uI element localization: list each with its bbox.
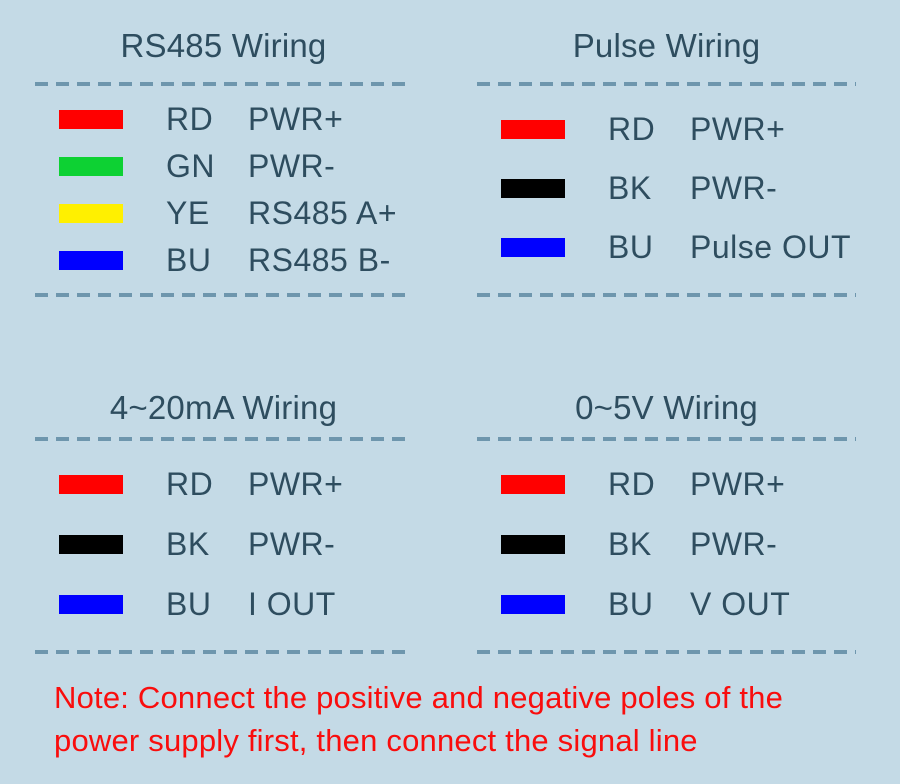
wire-signal-label: I OUT bbox=[248, 586, 336, 622]
wire-row: GN PWR- bbox=[35, 150, 412, 183]
wire-color-swatch-black bbox=[501, 179, 565, 198]
section-title: 0~5V Wiring bbox=[575, 389, 758, 426]
wire-color-swatch-red bbox=[501, 120, 565, 139]
wire-row: BU RS485 B- bbox=[35, 244, 412, 277]
wire-color-swatch-blue bbox=[501, 238, 565, 257]
wire-abbr-label: RD bbox=[608, 466, 656, 502]
dashed-divider-top bbox=[477, 437, 856, 441]
wire-abbr-label: RD bbox=[166, 101, 214, 137]
section-title: Pulse Wiring bbox=[572, 27, 761, 64]
wire-signal-label: RS485 B- bbox=[248, 242, 391, 278]
wiring-section-0-5v-wiring: 0~5V Wiring RD PWR+ BK PWR- BU V OUT bbox=[477, 388, 856, 668]
wire-row: BU V OUT bbox=[477, 588, 856, 621]
wire-abbr-label: BU bbox=[166, 586, 212, 622]
wire-abbr-label: BU bbox=[166, 242, 212, 278]
wire-row: BK PWR- bbox=[477, 528, 856, 561]
wire-signal-label: PWR+ bbox=[248, 101, 344, 137]
wire-row: BU I OUT bbox=[35, 588, 412, 621]
wire-abbr-label: GN bbox=[166, 148, 215, 184]
wire-signal-label: V OUT bbox=[690, 586, 791, 622]
wire-row: BU Pulse OUT bbox=[477, 231, 856, 264]
wire-color-swatch-blue bbox=[59, 251, 123, 270]
wire-signal-label: PWR+ bbox=[248, 466, 344, 502]
dashed-divider-bottom bbox=[477, 650, 856, 654]
wire-row: RD PWR+ bbox=[477, 113, 856, 146]
wire-row: RD PWR+ bbox=[35, 103, 412, 136]
wire-abbr-label: BK bbox=[166, 526, 210, 562]
wire-abbr-label: BK bbox=[608, 170, 652, 206]
dashed-divider-top bbox=[477, 82, 856, 86]
wire-abbr-label: BU bbox=[608, 586, 654, 622]
wire-signal-label: PWR- bbox=[690, 526, 778, 562]
wiring-section-4-20ma-wiring: 4~20mA Wiring RD PWR+ BK PWR- BU I OUT bbox=[35, 388, 412, 668]
section-title: 4~20mA Wiring bbox=[109, 389, 338, 426]
wire-rows: RD PWR+ GN PWR- YE RS485 A+ BU RS485 B- bbox=[35, 103, 412, 277]
wiring-section-rs485-wiring: RS485 Wiring RD PWR+ GN PWR- YE RS485 A+… bbox=[35, 18, 412, 318]
wire-rows: RD PWR+ BK PWR- BU V OUT bbox=[477, 468, 856, 621]
wire-signal-label: RS485 A+ bbox=[248, 195, 397, 231]
wire-abbr-label: RD bbox=[608, 111, 656, 147]
dashed-divider-bottom bbox=[35, 293, 412, 297]
note-line-1: Note: Connect the positive and negative … bbox=[54, 680, 784, 715]
dashed-divider-bottom bbox=[35, 650, 412, 654]
wire-signal-label: PWR+ bbox=[690, 466, 786, 502]
wire-row: BK PWR- bbox=[35, 528, 412, 561]
wire-color-swatch-blue bbox=[501, 595, 565, 614]
wire-signal-label: PWR- bbox=[690, 170, 778, 206]
section-title: RS485 Wiring bbox=[120, 27, 327, 64]
wire-color-swatch-green bbox=[59, 157, 123, 176]
wire-color-swatch-black bbox=[59, 535, 123, 554]
wire-color-swatch-blue bbox=[59, 595, 123, 614]
wire-color-swatch-red bbox=[59, 110, 123, 129]
wiring-section-pulse-wiring: Pulse Wiring RD PWR+ BK PWR- BU Pulse OU… bbox=[477, 18, 856, 318]
wire-abbr-label: BU bbox=[608, 229, 654, 265]
wire-row: RD PWR+ bbox=[35, 468, 412, 501]
wire-row: BK PWR- bbox=[477, 172, 856, 205]
wire-signal-label: Pulse OUT bbox=[690, 229, 851, 265]
wire-color-swatch-black bbox=[501, 535, 565, 554]
wire-signal-label: PWR- bbox=[248, 148, 336, 184]
wire-signal-label: PWR- bbox=[248, 526, 336, 562]
wire-signal-label: PWR+ bbox=[690, 111, 786, 147]
note-text: Note: Connect the positive and negative … bbox=[54, 676, 884, 762]
dashed-divider-top bbox=[35, 82, 412, 86]
wire-abbr-label: RD bbox=[166, 466, 214, 502]
wire-abbr-label: YE bbox=[166, 195, 210, 231]
dashed-divider-bottom bbox=[477, 293, 856, 297]
wire-color-swatch-yellow bbox=[59, 204, 123, 223]
wire-rows: RD PWR+ BK PWR- BU I OUT bbox=[35, 468, 412, 621]
wire-row: RD PWR+ bbox=[477, 468, 856, 501]
wire-row: YE RS485 A+ bbox=[35, 197, 412, 230]
note-line-2: power supply first, then connect the sig… bbox=[54, 723, 698, 758]
wire-rows: RD PWR+ BK PWR- BU Pulse OUT bbox=[477, 113, 856, 264]
dashed-divider-top bbox=[35, 437, 412, 441]
wire-color-swatch-red bbox=[501, 475, 565, 494]
wire-color-swatch-red bbox=[59, 475, 123, 494]
wire-abbr-label: BK bbox=[608, 526, 652, 562]
